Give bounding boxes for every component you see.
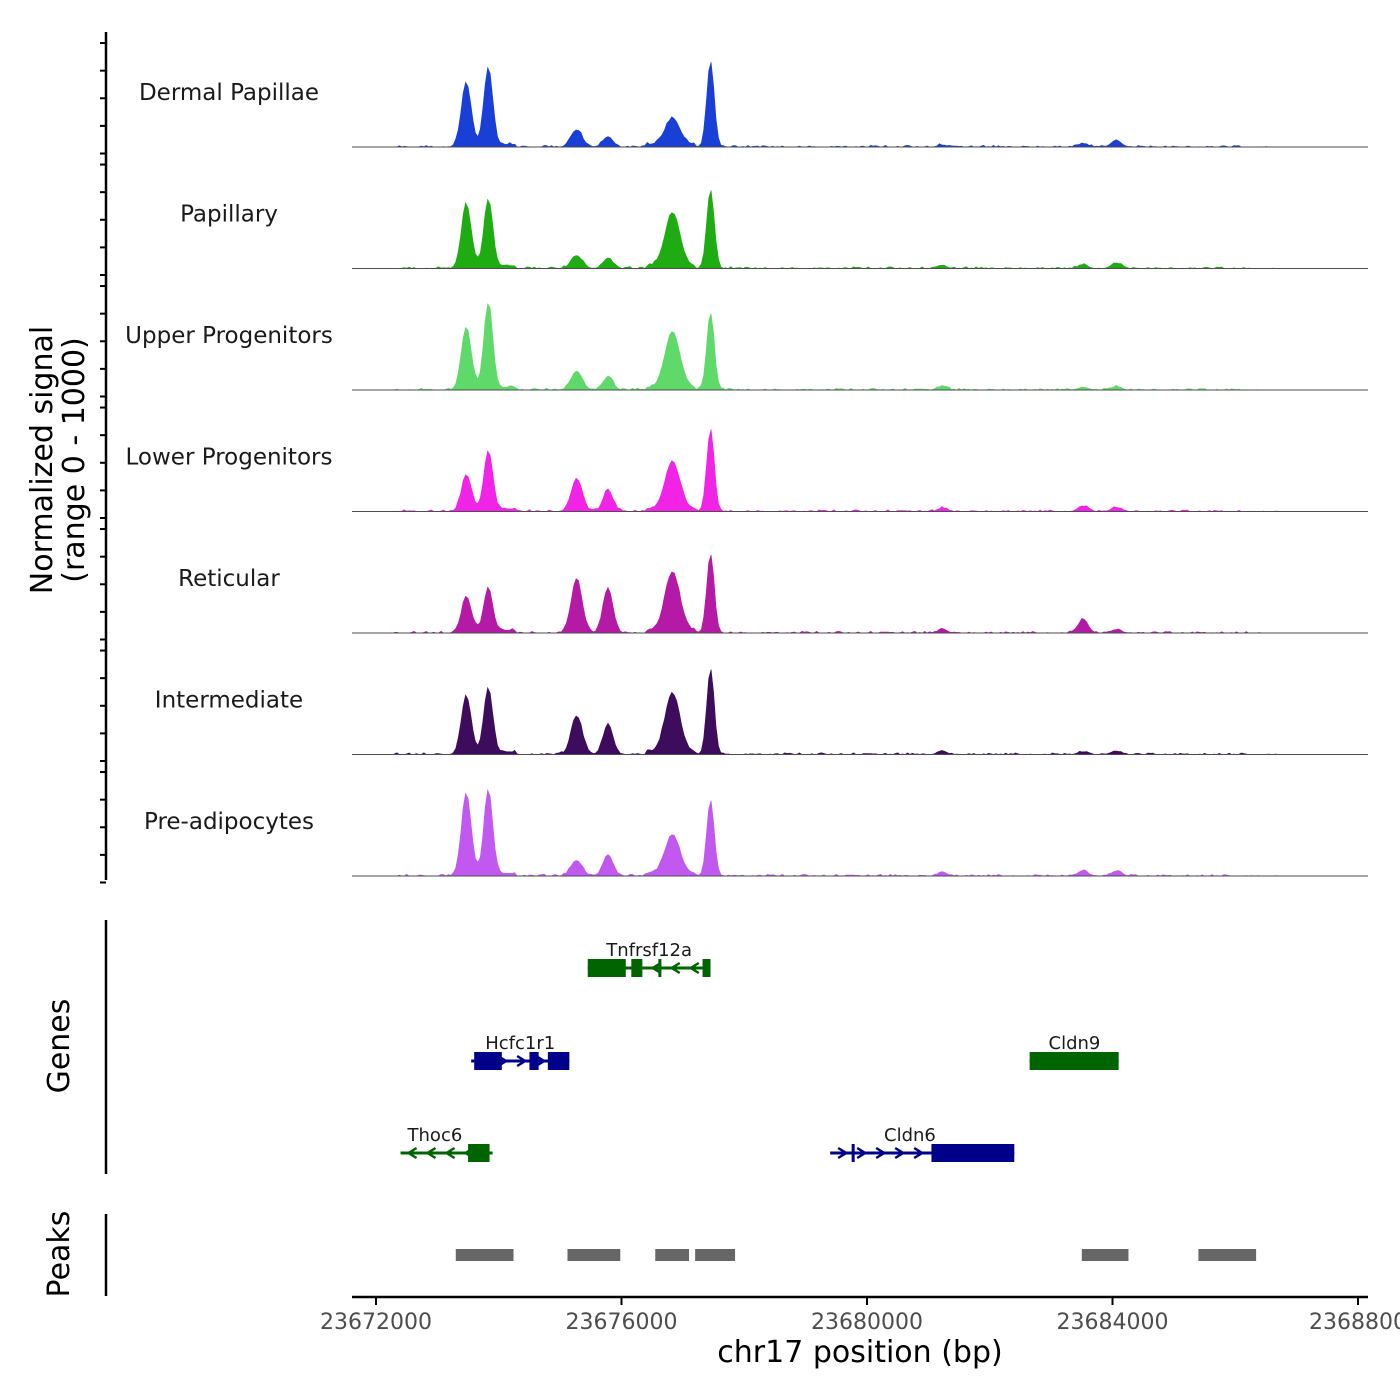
exon [1029, 1052, 1119, 1070]
coverage-area [394, 554, 1279, 634]
coverage-area [394, 429, 1279, 512]
exon [587, 959, 626, 977]
gene-cldn6: Cldn6 [830, 1125, 1015, 1162]
track-label: Intermediate [155, 688, 303, 714]
gene-label: Hcfc1r1 [485, 1033, 555, 1054]
coverage-area [394, 669, 1279, 755]
exon [631, 959, 643, 977]
track-reticular: Reticular [178, 554, 1368, 634]
peak-region [655, 1249, 690, 1261]
track-label: Papillary [180, 202, 278, 228]
y-axis-title-line2: (range 0 - 1000) [57, 337, 92, 583]
x-tick-label: 23680000 [811, 1310, 923, 1335]
coverage-area [394, 62, 1279, 148]
gene-label: Thoc6 [407, 1125, 463, 1146]
exon [931, 1144, 1015, 1162]
gene-thoc6: Thoc6 [400, 1125, 493, 1162]
strand-arrow [913, 1146, 925, 1160]
track-intermediate: Intermediate [155, 669, 1368, 755]
track-label: Pre-adipocytes [144, 809, 314, 835]
track-lower-progenitors: Lower Progenitors [126, 429, 1368, 512]
signal-y-axis [100, 32, 108, 884]
exon [529, 1052, 539, 1070]
strand-arrow [837, 1146, 849, 1160]
x-axis: 23672000 23676000 23680000 23684000 2368800 [320, 1295, 1400, 1335]
gene-hcfc1r1: Hcfc1r1 [471, 1033, 570, 1070]
strand-arrow [650, 961, 662, 975]
gene-label: Cldn6 [884, 1125, 936, 1146]
strand-arrow [425, 1146, 437, 1160]
track-papillary: Papillary [180, 190, 1368, 269]
track-label: Upper Progenitors [125, 323, 333, 349]
coverage-area [394, 303, 1279, 391]
exon [474, 1052, 502, 1070]
strand-arrow [688, 961, 700, 975]
gene-cldn9: Cldn9 [1029, 1033, 1119, 1070]
strand-arrow [856, 1146, 868, 1160]
coverage-tracks: Dermal Papillae Papillary Upper Progenitor… [125, 62, 1368, 877]
track-label: Reticular [178, 566, 280, 592]
strand-arrow [875, 1146, 887, 1160]
x-tick-label: 23684000 [1057, 1310, 1169, 1335]
gene-label: Cldn9 [1049, 1033, 1101, 1054]
x-tick-label: 2368800 [1309, 1310, 1400, 1335]
y-axis-title-line1: Normalized signal [25, 326, 60, 594]
track-label: Lower Progenitors [126, 445, 333, 471]
exon [702, 959, 711, 977]
strand-arrow [406, 1146, 418, 1160]
gene-tnfrsf12a: Tnfrsf12a [587, 940, 711, 977]
peak-region [1198, 1249, 1257, 1261]
peak-regions [455, 1249, 1257, 1261]
strand-arrow [444, 1146, 456, 1160]
strand-arrow [894, 1146, 906, 1160]
exon [658, 959, 662, 977]
track-pre-adipocytes: Pre-adipocytes [144, 788, 1368, 877]
exon [851, 1144, 855, 1162]
exon [468, 1144, 490, 1162]
genes-axis-title: Genes [42, 999, 77, 1094]
coverage-area [394, 788, 1279, 877]
track-upper-progenitors: Upper Progenitors [125, 303, 1368, 391]
x-tick-label: 23676000 [566, 1310, 678, 1335]
x-tick-label: 23672000 [320, 1310, 432, 1335]
coverage-area [394, 190, 1279, 269]
exon [547, 1052, 570, 1070]
gene-annotations: Tnfrsf12a Hcfc1r1 Cldn9 Thoc6 Cldn6 [400, 940, 1119, 1162]
peak-region [1081, 1249, 1129, 1261]
strand-arrow [669, 961, 681, 975]
strand-arrow [535, 1054, 547, 1068]
peak-region [567, 1249, 621, 1261]
gene-label: Tnfrsf12a [605, 940, 692, 961]
strand-arrow [516, 1054, 528, 1068]
track-dermal-papillae: Dermal Papillae [139, 62, 1368, 148]
peak-region [695, 1249, 736, 1261]
track-label: Dermal Papillae [139, 80, 319, 106]
peaks-axis-title: Peaks [42, 1211, 77, 1298]
x-axis-title: chr17 position (bp) [717, 1335, 1002, 1370]
peak-region [455, 1249, 514, 1261]
